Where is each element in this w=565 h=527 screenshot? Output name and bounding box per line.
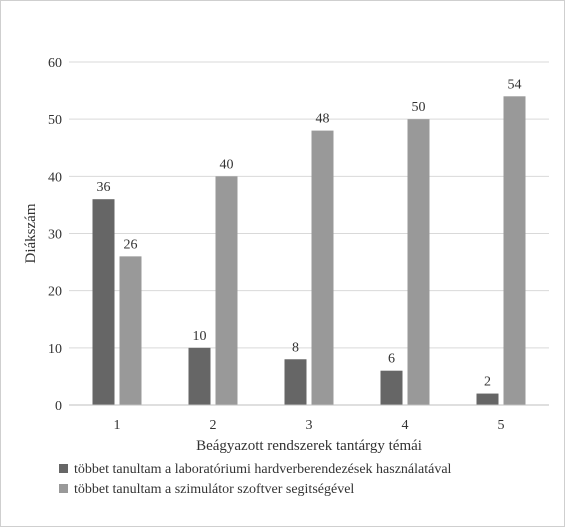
data-label-series1-cat3: 8 (292, 340, 299, 355)
gridlines (69, 61, 549, 349)
y-tick-label-10: 10 (48, 342, 62, 357)
legend-swatch-simulator (59, 484, 68, 493)
y-tick-label-50: 50 (48, 113, 62, 128)
bar-series2-cat4 (407, 119, 430, 406)
bar-series1-cat4 (380, 370, 403, 405)
bars (92, 96, 526, 406)
bar-series2-cat1 (119, 256, 142, 405)
y-axis-ticks: 0 10 20 30 40 50 60 (48, 56, 62, 414)
y-tick-label-30: 30 (48, 228, 62, 243)
x-tick-label-3: 3 (306, 418, 313, 433)
data-label-series2-cat3: 48 (316, 112, 330, 127)
bar-series1-cat3 (284, 359, 307, 405)
data-label-series1-cat1: 36 (97, 180, 111, 195)
bar-series1-cat5 (476, 393, 499, 405)
y-tick-label-40: 40 (48, 170, 62, 185)
data-label-series2-cat2: 40 (220, 157, 234, 172)
legend-swatch-laboratory (59, 464, 68, 473)
data-label-series1-cat2: 10 (193, 329, 207, 344)
bar-series2-cat2 (215, 176, 238, 405)
legend-label-laboratory: többet tanultam a laboratóriumi hardverb… (74, 462, 452, 477)
x-axis-ticks: 1 2 3 4 5 (114, 418, 505, 433)
data-label-series1-cat4: 6 (388, 352, 395, 367)
x-tick-label-2: 2 (210, 418, 217, 433)
x-tick-label-4: 4 (402, 418, 409, 433)
y-axis-title: Diákszám (23, 203, 39, 263)
legend: többet tanultam a laboratóriumi hardverb… (59, 462, 452, 497)
y-tick-label-0: 0 (55, 399, 62, 414)
y-tick-label-60: 60 (48, 56, 62, 71)
data-label-series2-cat4: 50 (412, 100, 426, 115)
legend-label-simulator: többet tanultam a szimulátor szoftver se… (74, 482, 354, 497)
x-tick-label-1: 1 (114, 418, 121, 433)
y-tick-label-20: 20 (48, 285, 62, 300)
bar-series2-cat3 (311, 130, 334, 405)
data-labels: 36 26 10 40 8 48 6 50 2 54 (97, 77, 522, 389)
data-label-series2-cat1: 26 (124, 237, 138, 252)
bar-series1-cat1 (92, 199, 115, 405)
x-tick-label-5: 5 (498, 418, 505, 433)
data-label-series2-cat5: 54 (508, 77, 522, 92)
data-label-series1-cat5: 2 (484, 375, 491, 390)
x-axis-title: Beágyazott rendszerek tantárgy témái (196, 438, 422, 454)
bar-series1-cat2 (188, 347, 211, 405)
bar-series2-cat5 (503, 96, 526, 406)
